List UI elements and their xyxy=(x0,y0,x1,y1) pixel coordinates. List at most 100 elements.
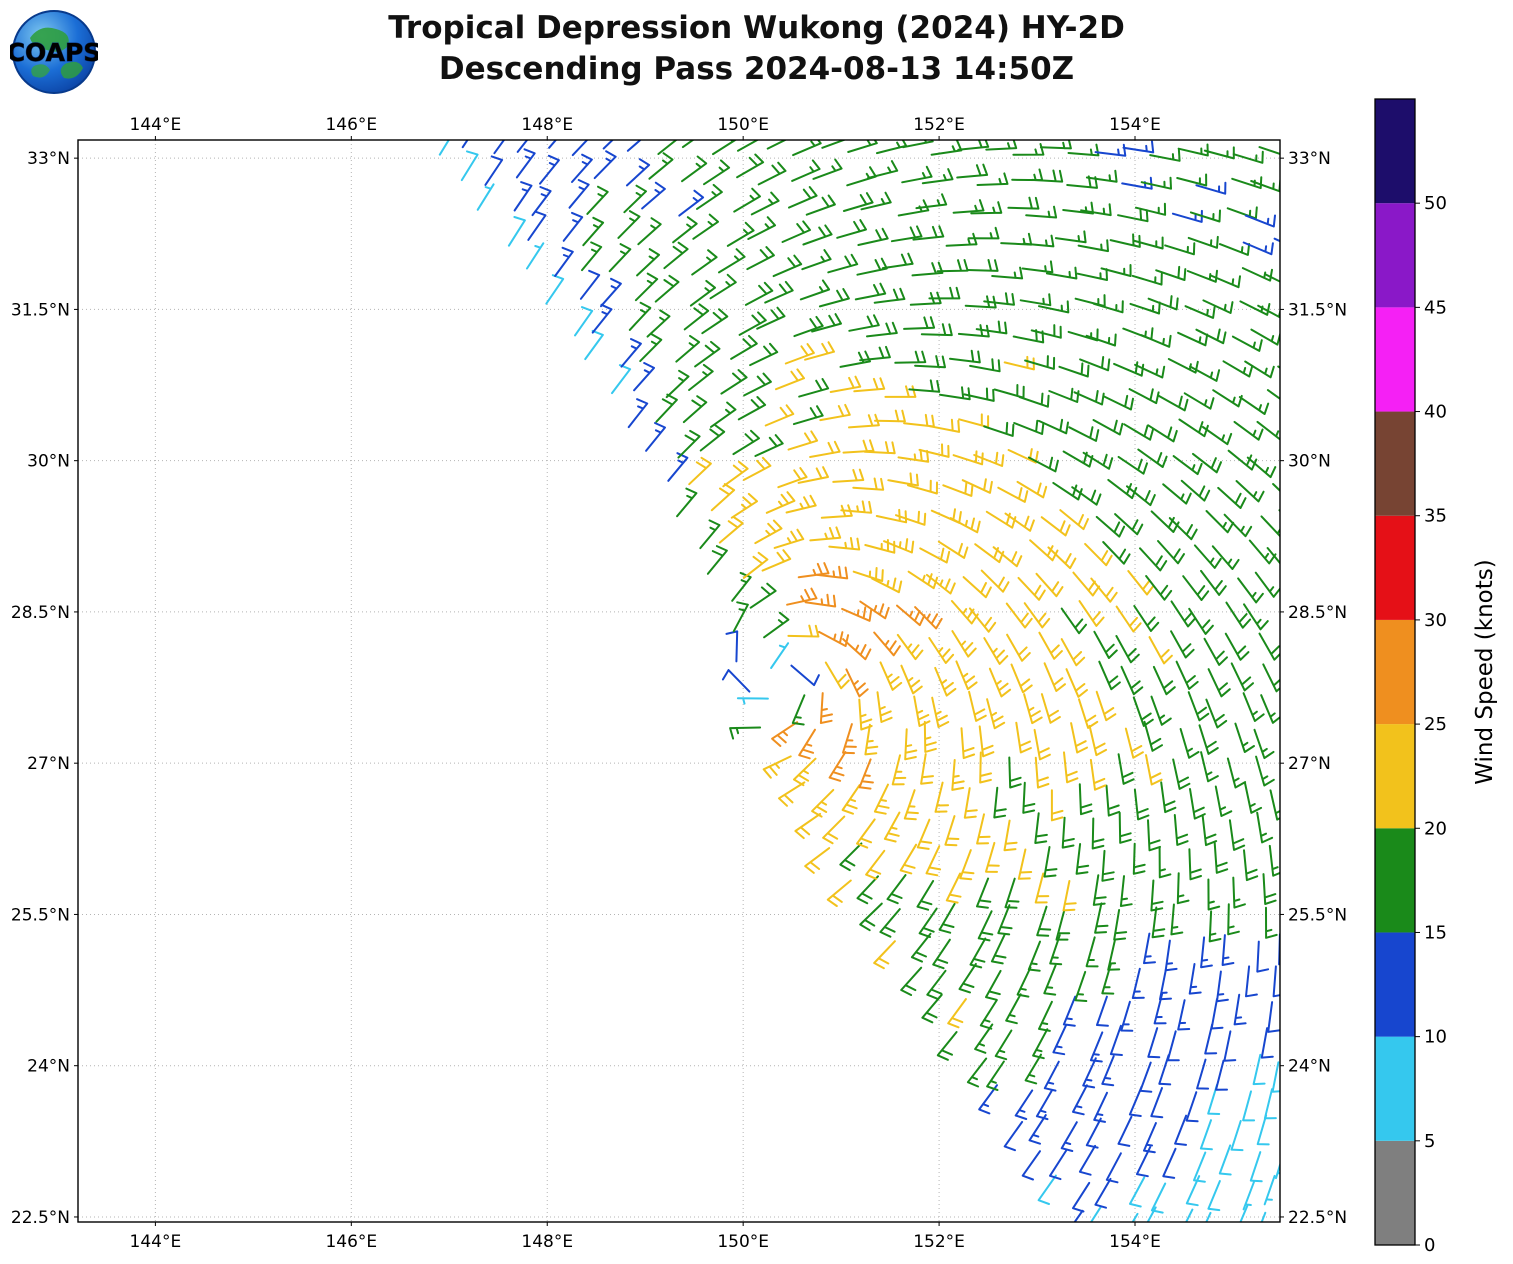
y-tick-label-left: 22.5°N xyxy=(11,1208,70,1228)
plot-title-line2: Descending Pass 2024-08-13 14:50Z xyxy=(438,50,1075,87)
wind-barb xyxy=(1100,264,1132,277)
wind-barb xyxy=(1143,932,1156,965)
wind-barb xyxy=(688,363,714,391)
wind-barb xyxy=(787,624,820,638)
colorbar-segment xyxy=(1375,932,1415,1037)
wind-barb xyxy=(863,441,896,455)
wind-barb xyxy=(828,537,861,551)
colorbar-segment xyxy=(1375,724,1415,829)
colorbar-segment xyxy=(1375,619,1415,725)
wind-barb xyxy=(1228,819,1246,851)
wind-barb xyxy=(1067,143,1100,157)
wind-barb xyxy=(1043,1060,1060,1092)
wind-barb xyxy=(678,189,705,217)
wind-barb xyxy=(701,308,729,335)
wind-barb xyxy=(1120,665,1144,696)
wind-barb xyxy=(665,369,690,399)
wind-barb xyxy=(1029,539,1059,562)
x-tick-label-bottom: 150°E xyxy=(717,1232,769,1252)
wind-barb xyxy=(571,140,589,157)
wind-barb xyxy=(937,540,969,559)
wind-barb xyxy=(677,429,701,459)
wind-barb xyxy=(646,309,671,338)
wind-barb xyxy=(1287,669,1309,696)
wind-barb xyxy=(1231,335,1263,352)
wind-barb xyxy=(1298,699,1319,727)
wind-barb xyxy=(951,759,965,791)
wind-barb xyxy=(1131,967,1145,999)
wind-barb xyxy=(1061,816,1075,849)
wind-barb xyxy=(648,152,674,180)
colorbar-segment xyxy=(1375,515,1415,620)
wind-barb xyxy=(1004,877,1020,909)
wind-barb xyxy=(860,191,892,211)
wind-barb xyxy=(1043,662,1066,692)
wind-barb xyxy=(1210,998,1224,1030)
wind-barb xyxy=(908,379,941,393)
wind-barb xyxy=(1272,965,1280,998)
wind-barb xyxy=(913,695,931,727)
wind-barb xyxy=(1233,993,1247,1026)
wind-barb xyxy=(1267,1001,1280,1033)
y-tick-label-right: 28.5°N xyxy=(1288,603,1347,623)
wind-barb xyxy=(527,210,547,241)
wind-barb xyxy=(986,1060,1005,1091)
wind-barb xyxy=(827,253,859,274)
wind-barb xyxy=(992,546,1023,568)
x-tick-label-top: 146°E xyxy=(325,115,377,135)
wind-barb xyxy=(1094,1177,1112,1209)
wind-barb xyxy=(1102,541,1131,565)
wind-barb xyxy=(864,723,879,756)
wind-barb xyxy=(682,395,708,424)
wind-barb xyxy=(1126,485,1156,507)
y-tick-label-left: 28.5°N xyxy=(11,603,70,623)
wind-barb xyxy=(688,456,712,486)
wind-barb xyxy=(1077,239,1109,253)
wind-barb xyxy=(805,194,836,216)
wind-barb xyxy=(1271,1061,1280,1093)
wind-barb xyxy=(593,150,617,180)
wind-barb xyxy=(883,811,901,843)
wind-barb xyxy=(973,451,1005,467)
wind-barb xyxy=(907,479,938,495)
colorbar-tick-label: 30 xyxy=(1424,610,1447,631)
wind-barb xyxy=(1085,936,1099,968)
wind-barb xyxy=(1189,365,1221,382)
globe-land xyxy=(30,27,69,52)
wind-barb xyxy=(1017,848,1033,880)
wind-barb xyxy=(1170,903,1184,936)
wind-barb xyxy=(821,140,847,149)
colorbar-tick-label: 35 xyxy=(1424,506,1447,527)
wind-barb xyxy=(1187,691,1210,722)
wind-barb xyxy=(1226,757,1247,789)
wind-barb xyxy=(997,486,1029,503)
wind-barb xyxy=(1145,754,1163,786)
wind-barb xyxy=(507,216,526,247)
wind-barb xyxy=(1256,420,1280,441)
wind-barb xyxy=(1239,1204,1249,1222)
wind-barb xyxy=(1047,546,1077,570)
wind-barb xyxy=(531,186,552,217)
wind-barb xyxy=(694,340,721,368)
wind-barb xyxy=(1170,600,1197,628)
wind-barb xyxy=(856,818,876,849)
wind-barb xyxy=(1131,272,1163,286)
wind-barb xyxy=(976,813,991,845)
wind-barb xyxy=(1101,1055,1115,1087)
wind-barb xyxy=(1143,720,1163,752)
wind-barb xyxy=(798,728,816,760)
wind-barb xyxy=(1157,394,1189,412)
wind-barb xyxy=(736,697,769,705)
wind-barb xyxy=(1132,236,1164,250)
wind-barb xyxy=(979,751,992,784)
wind-barb xyxy=(1008,756,1022,789)
wind-barb xyxy=(675,334,701,363)
wind-barb xyxy=(1195,181,1227,195)
wind-barb xyxy=(1188,963,1202,995)
wind-barb xyxy=(1036,905,1052,937)
colorbar-tick-label: 40 xyxy=(1424,402,1447,423)
wind-barb xyxy=(828,751,847,782)
wind-barb xyxy=(1091,817,1105,850)
wind-barb xyxy=(1252,1053,1266,1086)
wind-barb xyxy=(1011,168,1044,182)
